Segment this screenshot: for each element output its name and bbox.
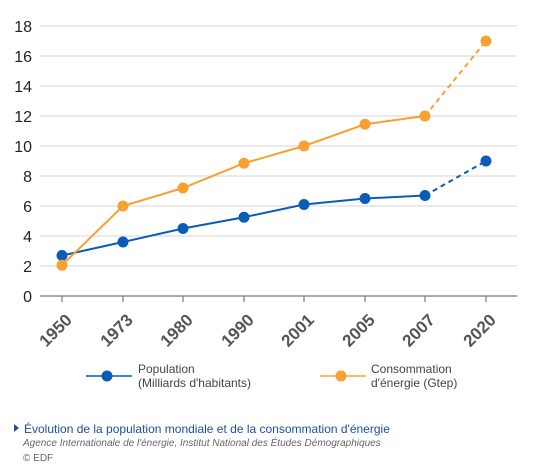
y-tick-label: 14 [14,79,32,96]
legend-marker [101,370,113,382]
x-tick-label: 2020 [460,310,500,350]
x-tick-label: 1973 [97,310,137,350]
data-point [298,199,310,210]
series-projection-line-0 [424,160,487,197]
data-point [238,211,250,223]
y-tick-label: 4 [23,229,32,246]
x-tick-label: 1980 [157,310,197,350]
data-point [117,200,129,212]
data-point [359,193,371,204]
chart-source: Agence Internationale de l'énergie, Inst… [23,438,381,449]
series-projection-line-1 [424,40,487,117]
data-point [419,110,431,122]
caption-title: Évolution de la population mondiale et d… [24,422,390,436]
caption-arrow-icon [14,424,19,432]
line-chart: 0 2 4 6 8 10 12 14 16 18 1950 1973 1980 1990 2001 2005 2… [14,19,517,390]
y-tick-label: 16 [14,49,32,66]
y-tick-label: 12 [14,109,32,126]
y-tick-label: 6 [23,199,32,216]
x-tick-label: 2005 [339,310,379,350]
chart-area: 0 2 4 6 8 10 12 14 16 18 1950 1973 1980 1990 2001 2005 2… [14,19,517,390]
y-tick-label: 2 [23,259,32,276]
data-point [56,250,68,261]
legend-label: Consommation [371,362,452,376]
x-tick-label: 2001 [278,310,318,350]
chart-caption: Évolution de la population mondiale et d… [14,421,534,437]
data-point [480,35,492,47]
legend-label: (Milliards d'habitants) [138,376,251,390]
x-tick-label: 2007 [399,310,439,350]
data-point [238,157,250,169]
data-point [177,223,189,234]
y-tick-label: 0 [23,289,32,306]
y-tick-label: 18 [14,19,32,36]
x-tick-label: 1990 [218,310,258,350]
data-point [117,236,129,248]
legend-label: Population [138,362,195,376]
data-point [419,190,431,201]
series-line-0 [61,194,426,257]
legend-label: d'énergie (Gtep) [371,376,457,390]
data-point [359,118,371,130]
x-tick-label: 1950 [36,310,76,350]
data-point [56,259,68,271]
chart-credit: © EDF [23,453,54,464]
y-tick-label: 8 [23,169,32,186]
data-point [480,155,492,167]
data-point [298,140,310,152]
y-tick-label: 10 [14,139,32,156]
data-point [177,182,189,194]
legend-marker [335,370,347,382]
